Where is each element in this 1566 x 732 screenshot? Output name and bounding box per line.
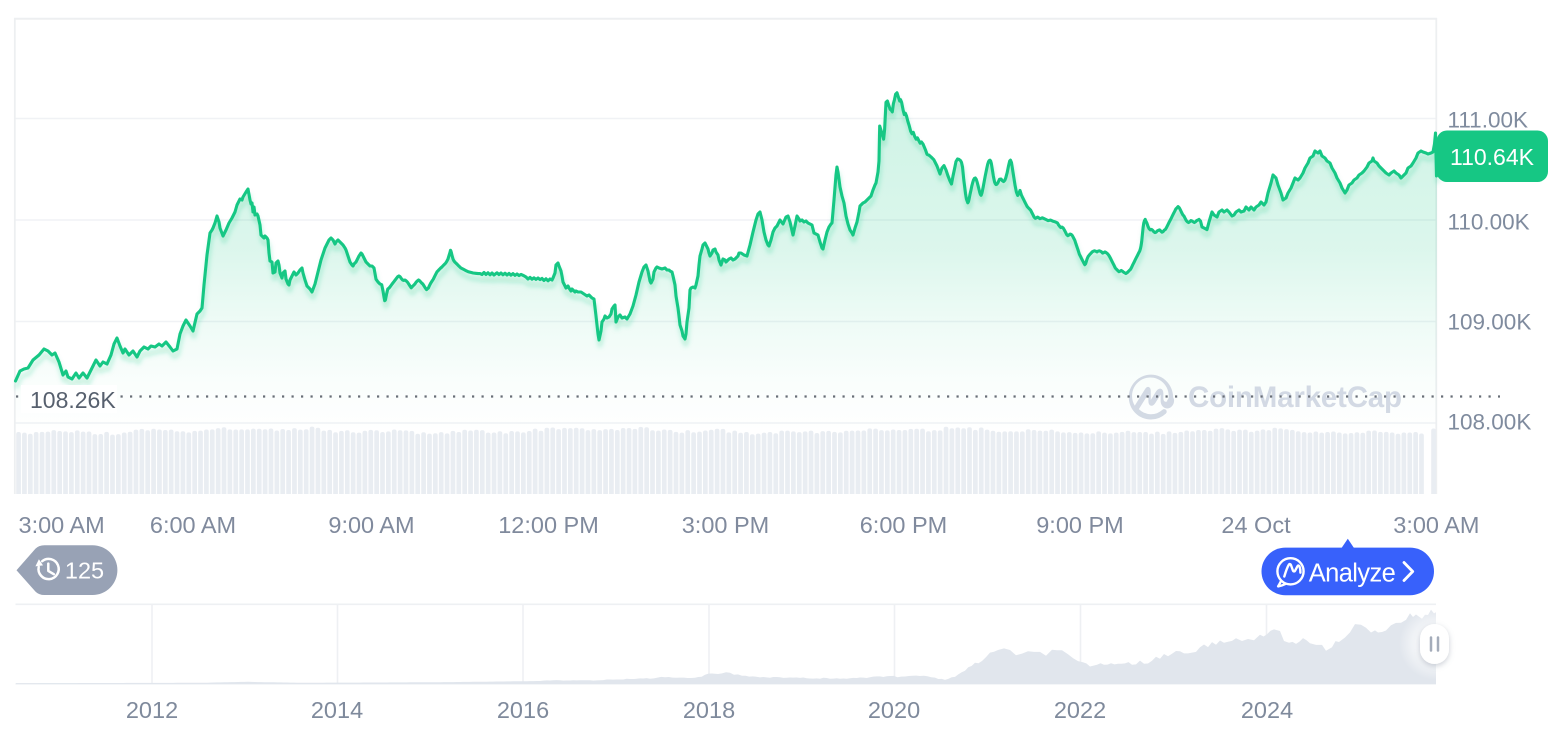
svg-text:24 Oct: 24 Oct	[1221, 512, 1291, 538]
svg-text:3:00 AM: 3:00 AM	[1393, 512, 1479, 538]
svg-text:109.00K: 109.00K	[1448, 310, 1532, 335]
svg-text:2022: 2022	[1054, 697, 1106, 723]
svg-text:111.00K: 111.00K	[1448, 108, 1529, 133]
svg-text:Analyze: Analyze	[1309, 560, 1396, 588]
svg-text:6:00 AM: 6:00 AM	[150, 512, 236, 538]
svg-text:108.00K: 108.00K	[1448, 410, 1532, 435]
svg-text:110.00K: 110.00K	[1448, 210, 1530, 235]
svg-text:2016: 2016	[497, 697, 549, 723]
svg-text:3:00 AM: 3:00 AM	[19, 512, 105, 538]
svg-text:3:00 PM: 3:00 PM	[682, 512, 770, 538]
svg-text:110.64K: 110.64K	[1450, 144, 1535, 170]
svg-text:2024: 2024	[1241, 697, 1293, 723]
svg-text:2014: 2014	[311, 697, 363, 723]
svg-text:9:00 AM: 9:00 AM	[328, 512, 414, 538]
svg-text:2018: 2018	[683, 697, 735, 723]
svg-text:108.26K: 108.26K	[30, 387, 116, 413]
svg-text:2012: 2012	[126, 697, 178, 723]
svg-text:CoinMarketCap: CoinMarketCap	[1188, 381, 1402, 414]
svg-text:6:00 PM: 6:00 PM	[860, 512, 948, 538]
svg-text:9:00 PM: 9:00 PM	[1036, 512, 1124, 538]
svg-text:12:00 PM: 12:00 PM	[498, 512, 599, 538]
svg-text:2020: 2020	[868, 697, 920, 723]
svg-text:125: 125	[65, 558, 104, 584]
